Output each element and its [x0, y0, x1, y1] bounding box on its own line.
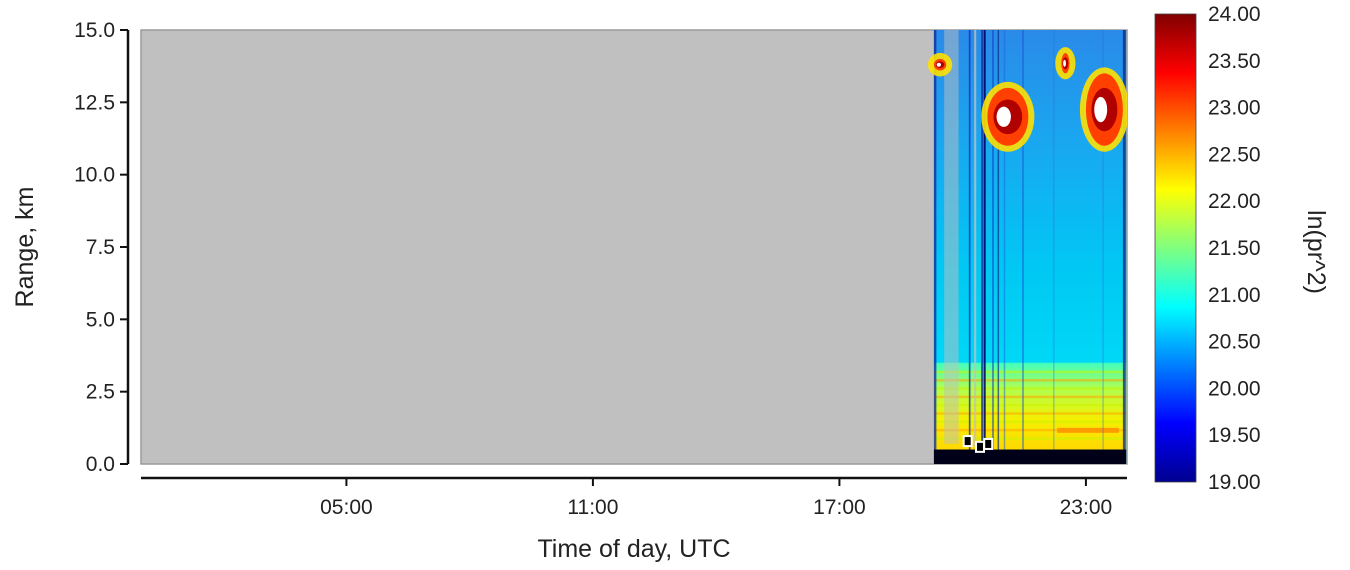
heatmap-cell	[985, 440, 991, 448]
heatmap-cell	[934, 30, 936, 450]
heatmap-cell	[969, 30, 971, 450]
colorbar-tick-label: 19.00	[1208, 471, 1261, 494]
colorbar-tick-label: 24.00	[1208, 3, 1261, 26]
heatmap-cell	[977, 443, 983, 451]
y-tick-label: 2.5	[86, 381, 115, 404]
heatmap-cell	[934, 412, 1126, 415]
heatmap-cell	[1057, 428, 1119, 433]
heatmap-cell	[934, 450, 1126, 464]
heatmap-cell	[1094, 97, 1107, 122]
heatmap-cell	[997, 107, 1011, 127]
colorbar-tick-label: 23.00	[1208, 97, 1261, 120]
y-tick-label: 12.5	[74, 91, 115, 114]
x-tick-label: 05:00	[320, 496, 373, 519]
heatmap-data-region	[928, 30, 1129, 464]
heatmap-cell	[965, 437, 971, 445]
x-axis-title: Time of day, UTC	[537, 535, 730, 563]
colorbar-tick-label: 22.00	[1208, 190, 1261, 213]
colorbar-tick-label: 22.50	[1208, 143, 1261, 166]
heatmap-cell	[944, 30, 958, 444]
colorbar-tick-label: 21.00	[1208, 284, 1261, 307]
y-tick-label: 7.5	[86, 236, 115, 259]
x-tick-label: 17:00	[813, 496, 866, 519]
heatmap-cell	[934, 421, 1126, 424]
heatmap-cell	[1053, 30, 1055, 450]
heatmap-cell	[1063, 60, 1066, 67]
colorbar-tick-label: 20.00	[1208, 377, 1261, 400]
y-tick-label: 15.0	[74, 19, 115, 42]
heatmap-cell	[934, 387, 1126, 390]
colorbar-tick-label: 20.50	[1208, 331, 1261, 354]
colorbar-tick-label: 19.50	[1208, 424, 1261, 447]
heatmap-cell	[984, 30, 986, 450]
y-tick-label: 0.0	[86, 453, 115, 476]
heatmap-cell	[934, 404, 1126, 407]
colorbar-tick-label: 23.50	[1208, 50, 1261, 73]
heatmap-cell	[981, 30, 983, 450]
x-tick-label: 23:00	[1060, 496, 1113, 519]
heatmap-cell	[934, 396, 1126, 399]
x-tick-label: 11:00	[567, 496, 618, 519]
colorbar-label: ln(pr^2)	[1302, 210, 1330, 294]
colorbar	[1155, 14, 1196, 482]
heatmap-cell	[974, 30, 976, 447]
colorbar-tick-label: 21.50	[1208, 237, 1261, 260]
heatmap-cell	[934, 371, 1126, 374]
y-tick-label: 5.0	[86, 308, 115, 331]
heatmap-cell	[934, 379, 1126, 382]
y-axis-title: Range, km	[11, 187, 39, 308]
heatmap-cell	[937, 63, 941, 67]
y-tick-label: 10.0	[74, 164, 115, 187]
